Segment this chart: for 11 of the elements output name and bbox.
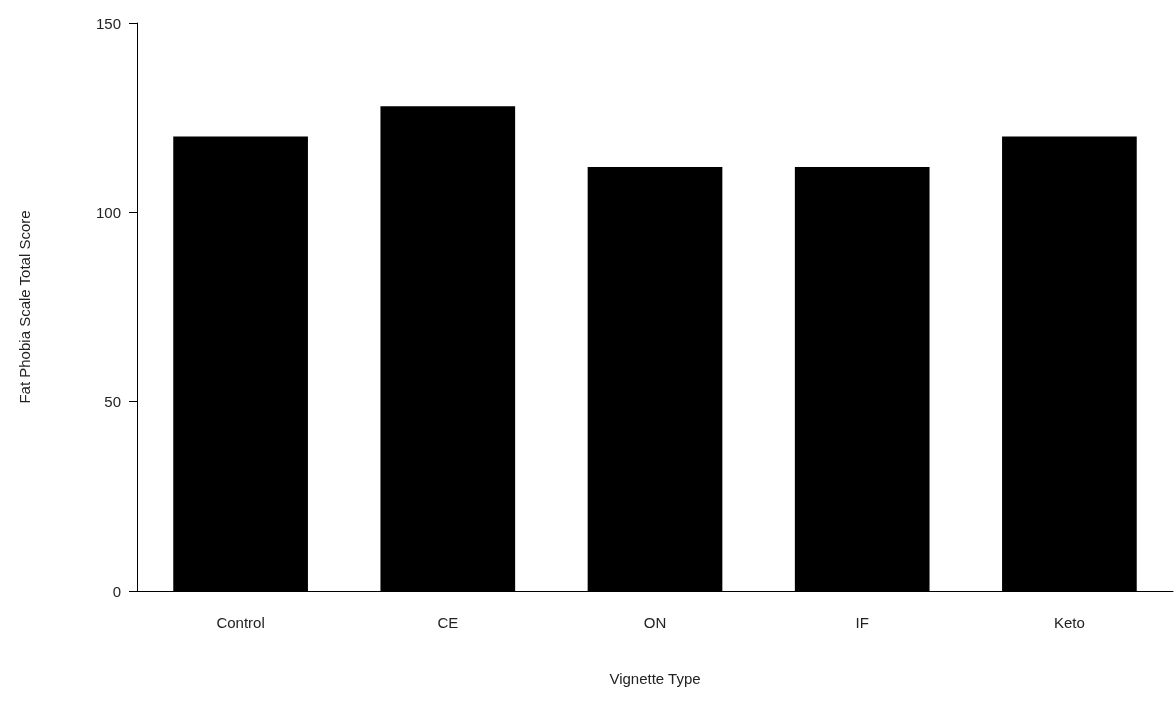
y-tick-label: 100 xyxy=(95,203,121,221)
x-tick-label: Keto xyxy=(1053,614,1085,631)
y-tick-label: 150 xyxy=(95,14,121,32)
x-tick-label: ON xyxy=(643,614,667,631)
x-tick-label: Control xyxy=(216,614,265,631)
y-axis-title: Fat Phobia Scale Total Score xyxy=(16,210,33,404)
x-tick-label: CE xyxy=(437,614,459,631)
y-tick-label: 50 xyxy=(104,393,121,411)
y-tick-label: 0 xyxy=(112,582,121,600)
x-axis-title: Vignette Type xyxy=(609,670,701,687)
x-tick-label: IF xyxy=(855,614,869,631)
